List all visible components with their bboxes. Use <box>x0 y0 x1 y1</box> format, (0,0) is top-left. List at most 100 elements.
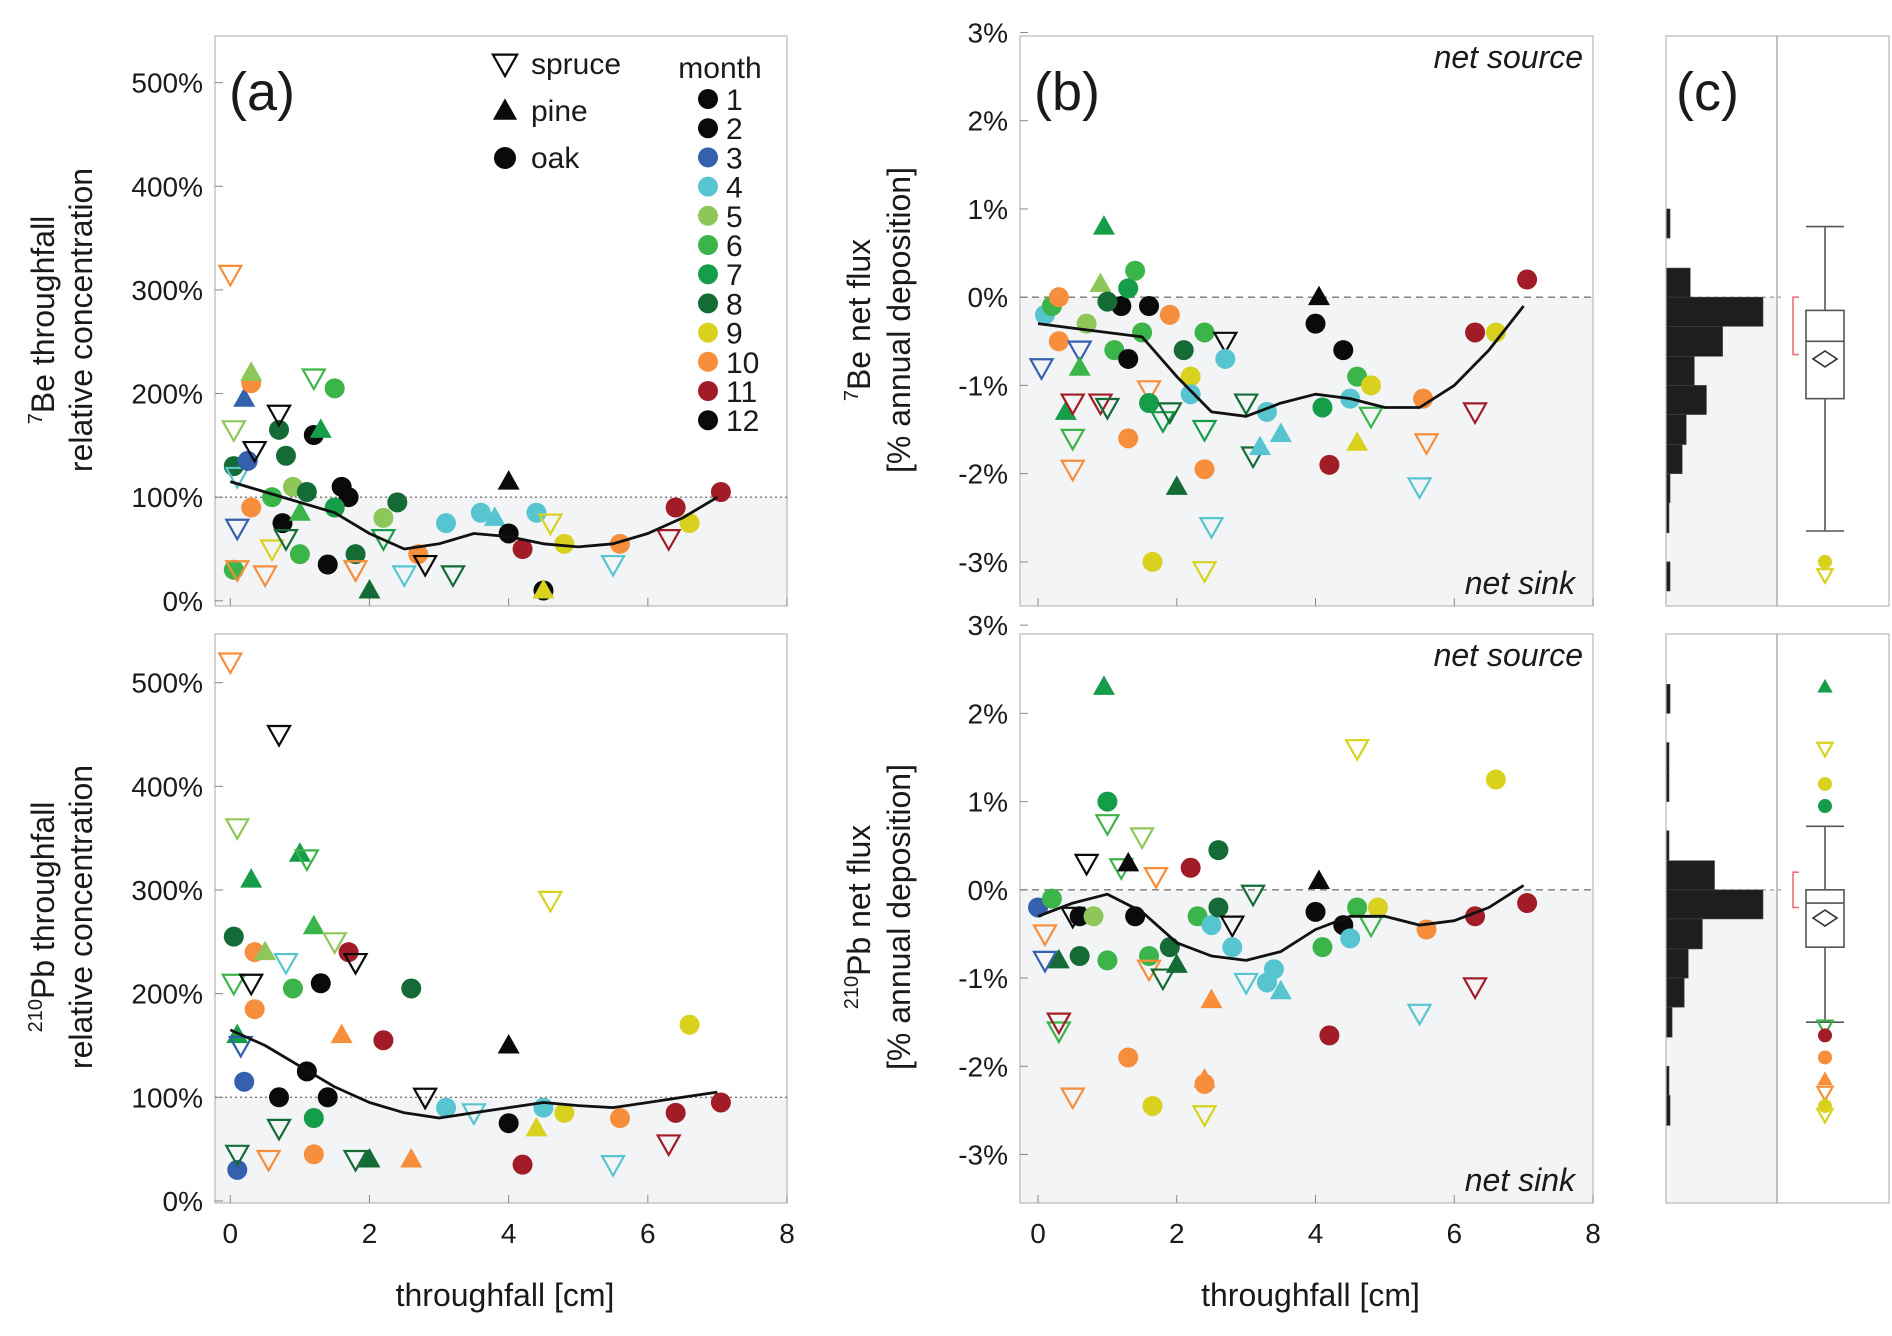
y-tick-label: -3% <box>958 1139 1008 1170</box>
data-point-spruce <box>655 529 682 552</box>
data-point-spruce <box>224 1144 251 1168</box>
outlier-spruce <box>1815 568 1835 586</box>
data-point-oak <box>1319 454 1340 475</box>
data-point-oak <box>1139 393 1160 414</box>
data-point-pine <box>1089 272 1112 292</box>
data-point-spruce <box>241 440 268 464</box>
data-point-oak <box>1367 897 1388 918</box>
data-point-spruce <box>238 973 265 997</box>
data-point-spruce <box>1066 340 1093 364</box>
y-axis-label-text: Pb net flux <box>841 825 877 976</box>
data-point-oak <box>408 544 429 565</box>
outlier-oak <box>1818 1028 1832 1043</box>
mean-diamond <box>1811 349 1839 368</box>
data-point-oak <box>1465 322 1486 343</box>
data-point-pine <box>400 1147 423 1168</box>
y-tick-label: 200% <box>131 979 203 1010</box>
y-tick-label: 100% <box>131 482 203 513</box>
y-tick-label: 300% <box>131 875 203 906</box>
legend-symbol-pine <box>492 98 518 120</box>
data-point-oak <box>1180 384 1201 405</box>
legend-month-label: 5 <box>726 201 743 234</box>
box-iqr <box>1805 309 1845 400</box>
data-point-oak <box>1517 893 1538 914</box>
data-point-spruce <box>1233 972 1260 996</box>
data-point-pine <box>1307 285 1330 306</box>
y-tick-label: 3% <box>968 610 1008 641</box>
data-point-spruce <box>1462 977 1488 1001</box>
y-axis-label-line1: 210Pb net flux <box>841 825 877 1010</box>
y-axis-label-line2: [% annual deposition] <box>881 167 917 473</box>
data-point-pine <box>525 1116 548 1137</box>
data-point-pine <box>254 940 277 961</box>
legend-month-label: 12 <box>726 405 759 438</box>
data-point-spruce <box>266 1118 292 1142</box>
y-axis-label-superscript: 210 <box>841 976 863 1009</box>
x-tick-label: 0 <box>1030 1218 1046 1249</box>
histogram-bar <box>1665 1006 1673 1038</box>
y-tick-label: -2% <box>958 1051 1008 1082</box>
x-tick-label: 8 <box>1585 1218 1601 1249</box>
panel-b-bottom: 3% 2% 1% 0% -1% -2% -3% 0 2 4 6 8 throughfall [cm] 21… <box>841 610 1601 1313</box>
data-point-spruce <box>1150 968 1176 992</box>
data-point-spruce <box>220 420 247 444</box>
data-point-pine <box>483 506 506 526</box>
plot-frame <box>214 35 788 607</box>
data-point-spruce <box>412 554 439 578</box>
data-point-oak <box>1208 897 1229 918</box>
data-point-pine <box>330 1023 353 1044</box>
data-point-oak <box>1173 340 1194 361</box>
y-axis-label: 210Pb net flux [% annual deposition] <box>841 764 917 1070</box>
data-point-spruce <box>293 849 320 873</box>
legend-month-label: 4 <box>726 172 743 205</box>
data-point-spruce <box>655 1134 682 1158</box>
data-point-spruce <box>1191 561 1218 584</box>
legend-month-swatch <box>698 118 718 139</box>
y-axis-label-text: Be net flux <box>841 239 877 390</box>
legend-month-label: 7 <box>726 259 743 292</box>
data-point-spruce <box>1212 331 1239 355</box>
data-point-pine <box>288 501 311 521</box>
data-point-spruce <box>600 1155 626 1178</box>
histogram-bar <box>1665 325 1723 357</box>
data-point-spruce <box>273 529 299 552</box>
data-point-pine <box>1047 948 1070 969</box>
legend-month-swatch <box>698 381 718 401</box>
data-point-oak <box>1319 1025 1340 1046</box>
data-point-oak <box>1118 278 1139 299</box>
data-point-oak <box>533 1097 554 1118</box>
data-point-oak <box>1485 769 1506 790</box>
data-point-spruce <box>1219 915 1246 939</box>
y-axis-label: 210Pb throughfall relative concentration <box>25 765 99 1069</box>
x-tick-label: 6 <box>640 1218 656 1249</box>
data-point-oak <box>1069 945 1090 966</box>
data-point-spruce <box>1032 924 1058 948</box>
y-tick-label: 100% <box>131 1082 203 1113</box>
data-point-spruce <box>412 1087 439 1111</box>
data-points <box>1028 215 1538 584</box>
x-tick-label: 2 <box>362 1218 378 1249</box>
legend-month-label: 2 <box>726 113 743 146</box>
histogram-bar <box>1665 385 1707 415</box>
data-point-spruce <box>321 932 348 956</box>
legend-month-label: 3 <box>726 142 743 175</box>
data-point-pine <box>358 1147 381 1168</box>
data-point-pine <box>532 578 555 599</box>
legend-month-swatch <box>698 322 718 343</box>
legend-month-swatch <box>698 293 718 314</box>
legend-month-swatch <box>698 205 718 226</box>
data-point-spruce <box>440 565 466 589</box>
outliers <box>1815 554 1835 586</box>
data-point-spruce <box>300 368 327 392</box>
outlier-oak <box>1818 554 1832 569</box>
y-tick-label: 0% <box>163 1186 203 1217</box>
plot-frame <box>1019 35 1594 607</box>
data-point-oak <box>1142 551 1163 572</box>
data-point-spruce <box>1406 1003 1433 1027</box>
data-point-oak <box>1048 287 1069 308</box>
data-point-oak <box>244 999 265 1020</box>
outlier-pine <box>1817 1071 1833 1086</box>
annotation-net-source: net source <box>1434 39 1583 75</box>
data-point-spruce <box>224 818 251 842</box>
data-point-oak <box>324 497 345 518</box>
